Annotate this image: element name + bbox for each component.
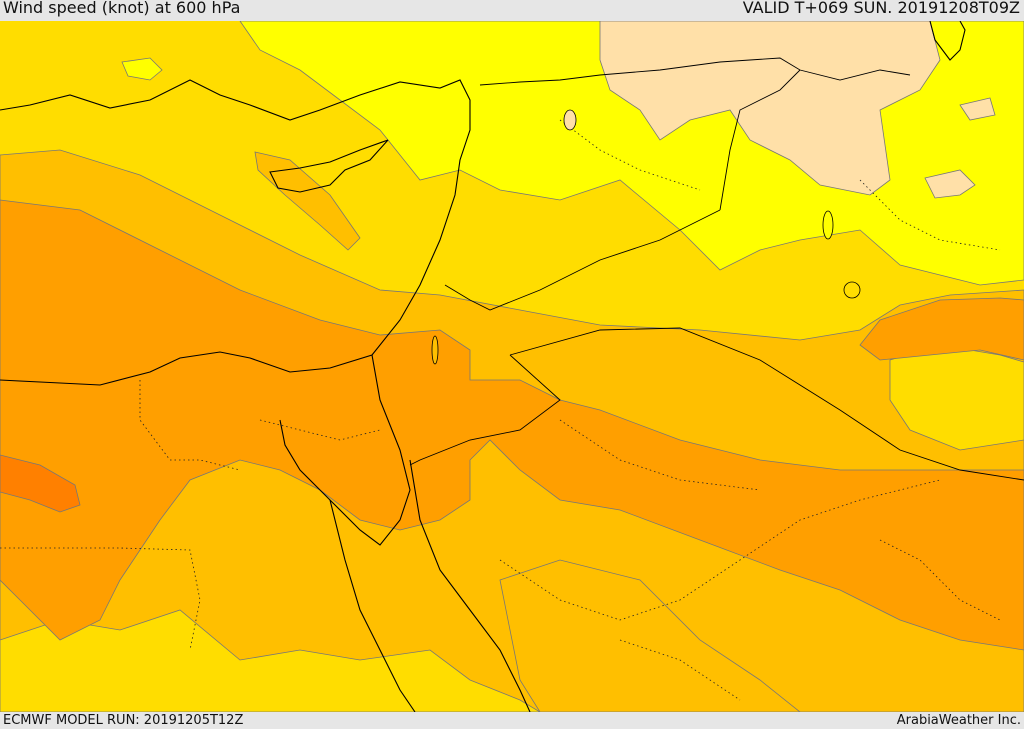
lake-4	[843, 281, 861, 299]
band-orange-northeast	[859, 297, 1024, 361]
credit-label: ArabiaWeather Inc.	[896, 713, 1021, 728]
coastline-sinai	[279, 354, 411, 546]
caspian-shore	[929, 21, 966, 61]
map-title: Wind speed (knot) at 600 hPa	[3, 0, 241, 17]
map-svg	[0, 21, 1024, 712]
lake-2	[822, 210, 834, 240]
band-amber-cyprus	[254, 151, 361, 251]
band-lightest	[599, 21, 941, 196]
border-line-4	[409, 354, 561, 466]
lake-3	[431, 335, 439, 365]
admin-boundaries	[0, 119, 1001, 701]
model-run-label: ECMWF MODEL RUN: 20191205T12Z	[3, 713, 244, 728]
band-lightest-patch	[924, 169, 976, 199]
footer-bar: ECMWF MODEL RUN: 20191205T12Z ArabiaWeat…	[0, 712, 1024, 729]
border-line-3	[509, 327, 1024, 481]
header-bar: Wind speed (knot) at 600 hPa VALID T+069…	[0, 0, 1024, 21]
band-orange	[0, 199, 1024, 651]
band-dark-orange	[0, 454, 81, 513]
band-yellow-patch	[121, 57, 163, 81]
border-line	[479, 57, 911, 86]
wind-speed-map[interactable]	[0, 21, 1024, 712]
band-yellow-south	[0, 609, 541, 712]
band-lightest-patch-2	[959, 97, 996, 121]
coastline-red-sea	[409, 459, 531, 712]
border-line-5	[719, 69, 801, 211]
coastline-red-sea-west	[329, 499, 416, 712]
border-line-2	[444, 209, 721, 311]
cyprus-outline	[269, 139, 389, 193]
lake	[563, 109, 577, 131]
valid-time-label: VALID T+069 SUN. 20191208T09Z	[742, 0, 1020, 17]
band-gold-southeast	[499, 559, 801, 712]
coastline	[0, 79, 471, 386]
